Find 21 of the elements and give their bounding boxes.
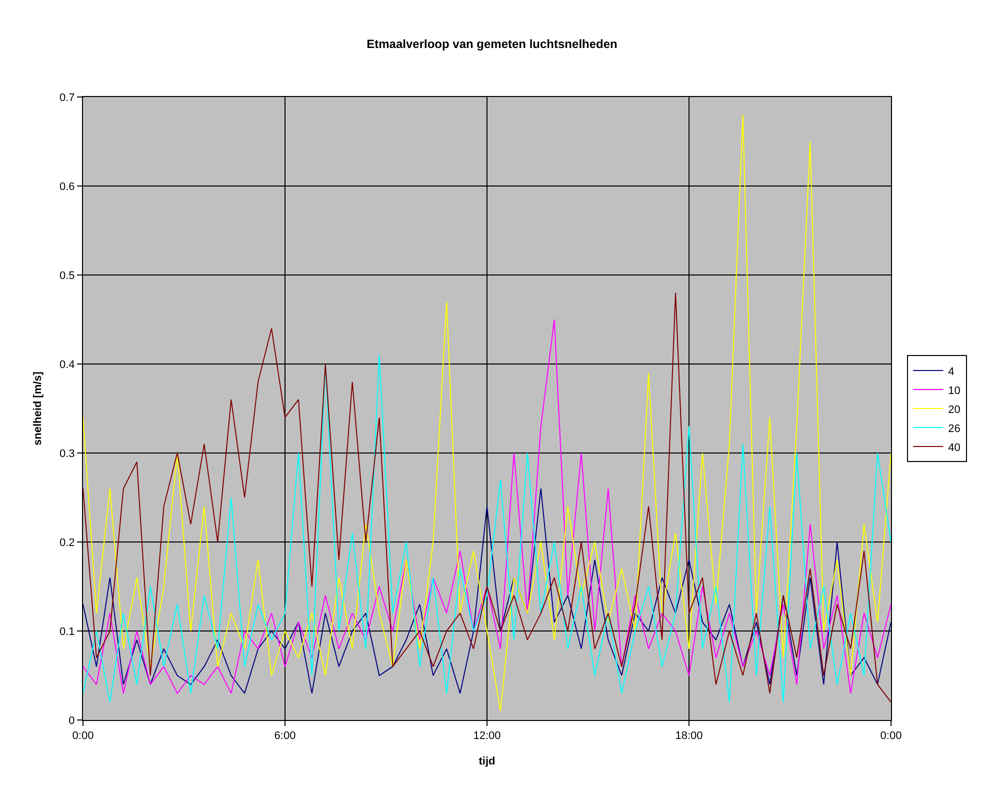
x-tick-label: 6:00 bbox=[274, 730, 296, 742]
y-tick-label: 0.1 bbox=[60, 626, 75, 638]
y-tick-label: 0 bbox=[68, 714, 75, 727]
legend-label: 4 bbox=[948, 366, 954, 378]
legend-label: 10 bbox=[948, 384, 960, 397]
x-tick-label: 0:00 bbox=[72, 730, 94, 742]
y-tick-label: 0.5 bbox=[60, 270, 75, 282]
y-tick-label: 0.6 bbox=[60, 180, 75, 193]
x-tick-label: 12:00 bbox=[473, 730, 501, 742]
y-tick-label: 0.3 bbox=[60, 448, 75, 460]
x-tick-label: 0:00 bbox=[880, 730, 902, 742]
y-tick-label: 0.7 bbox=[60, 92, 75, 104]
chart-title: Etmaalverloop van gemeten luchtsnelheden bbox=[366, 37, 618, 51]
x-axis-title: tijd bbox=[478, 755, 496, 768]
x-tick-label: 18:00 bbox=[675, 730, 703, 742]
legend-label: 20 bbox=[948, 404, 960, 416]
y-tick-label: 0.4 bbox=[60, 358, 75, 371]
y-tick-label: 0.2 bbox=[60, 536, 75, 549]
legend-label: 26 bbox=[948, 422, 960, 435]
legend-label: 40 bbox=[948, 442, 960, 454]
y-axis-title: snelheid [m/s] bbox=[32, 371, 44, 446]
